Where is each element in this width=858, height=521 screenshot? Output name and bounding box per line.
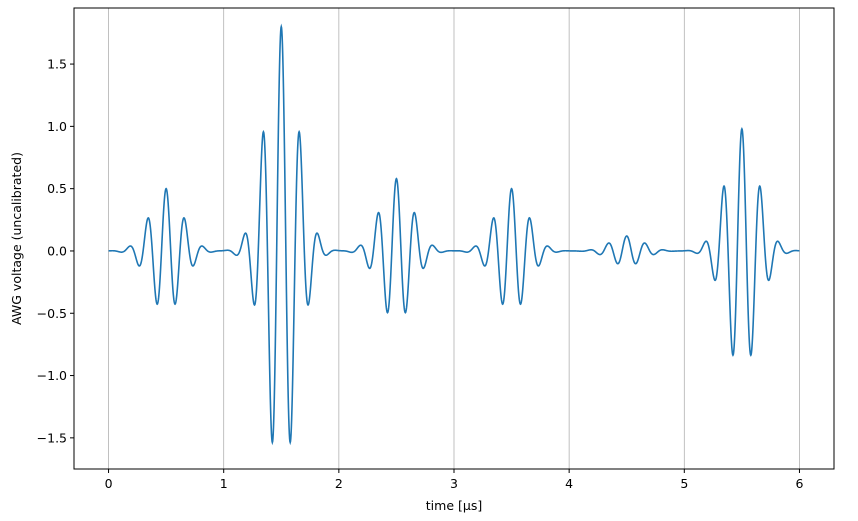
x-tick-label: 3: [450, 476, 458, 491]
grid-lines: [108, 8, 800, 469]
y-axis: −1.5 −1.0 −0.5 0.0 0.5 1.0 1.5: [37, 57, 74, 445]
y-tick-label: −1.5: [37, 430, 67, 445]
y-tick-label: 1.0: [47, 119, 67, 134]
x-tick-label: 2: [335, 476, 343, 491]
y-tick-label: 0.5: [47, 181, 67, 196]
y-axis-label: AWG voltage (uncalibrated): [9, 152, 24, 325]
y-tick-label: 0.0: [47, 243, 67, 258]
x-axis-label: time [µs]: [426, 498, 482, 513]
y-tick-label: −0.5: [37, 306, 67, 321]
x-tick-label: 6: [795, 476, 803, 491]
x-tick-label: 4: [565, 476, 573, 491]
x-tick-label: 0: [105, 476, 113, 491]
series-line: [108, 23, 800, 446]
x-axis: 0 1 2 3 4 5 6: [105, 469, 803, 491]
y-tick-label: −1.0: [37, 368, 67, 383]
y-tick-label: 1.5: [47, 57, 67, 72]
x-tick-label: 1: [220, 476, 228, 491]
x-tick-label: 5: [680, 476, 688, 491]
